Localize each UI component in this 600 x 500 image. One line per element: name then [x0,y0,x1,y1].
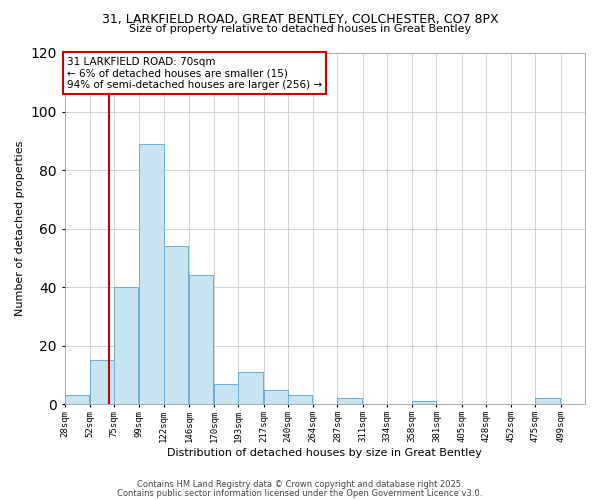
Bar [337,398,362,404]
Y-axis label: Number of detached properties: Number of detached properties [15,141,25,316]
Bar [288,396,312,404]
Text: 31 LARKFIELD ROAD: 70sqm
← 6% of detached houses are smaller (15)
94% of semi-de: 31 LARKFIELD ROAD: 70sqm ← 6% of detache… [67,56,322,90]
Bar [412,401,436,404]
Bar [238,372,263,404]
Bar [90,360,114,404]
Text: 31, LARKFIELD ROAD, GREAT BENTLEY, COLCHESTER, CO7 8PX: 31, LARKFIELD ROAD, GREAT BENTLEY, COLCH… [101,12,499,26]
X-axis label: Distribution of detached houses by size in Great Bentley: Distribution of detached houses by size … [167,448,482,458]
Bar [189,276,213,404]
Text: Contains HM Land Registry data © Crown copyright and database right 2025.: Contains HM Land Registry data © Crown c… [137,480,463,489]
Bar [263,390,288,404]
Text: Size of property relative to detached houses in Great Bentley: Size of property relative to detached ho… [129,24,471,34]
Bar [139,144,164,404]
Bar [65,396,89,404]
Bar [114,287,139,404]
Bar [214,384,238,404]
Bar [164,246,188,404]
Bar [535,398,560,404]
Text: Contains public sector information licensed under the Open Government Licence v3: Contains public sector information licen… [118,488,482,498]
